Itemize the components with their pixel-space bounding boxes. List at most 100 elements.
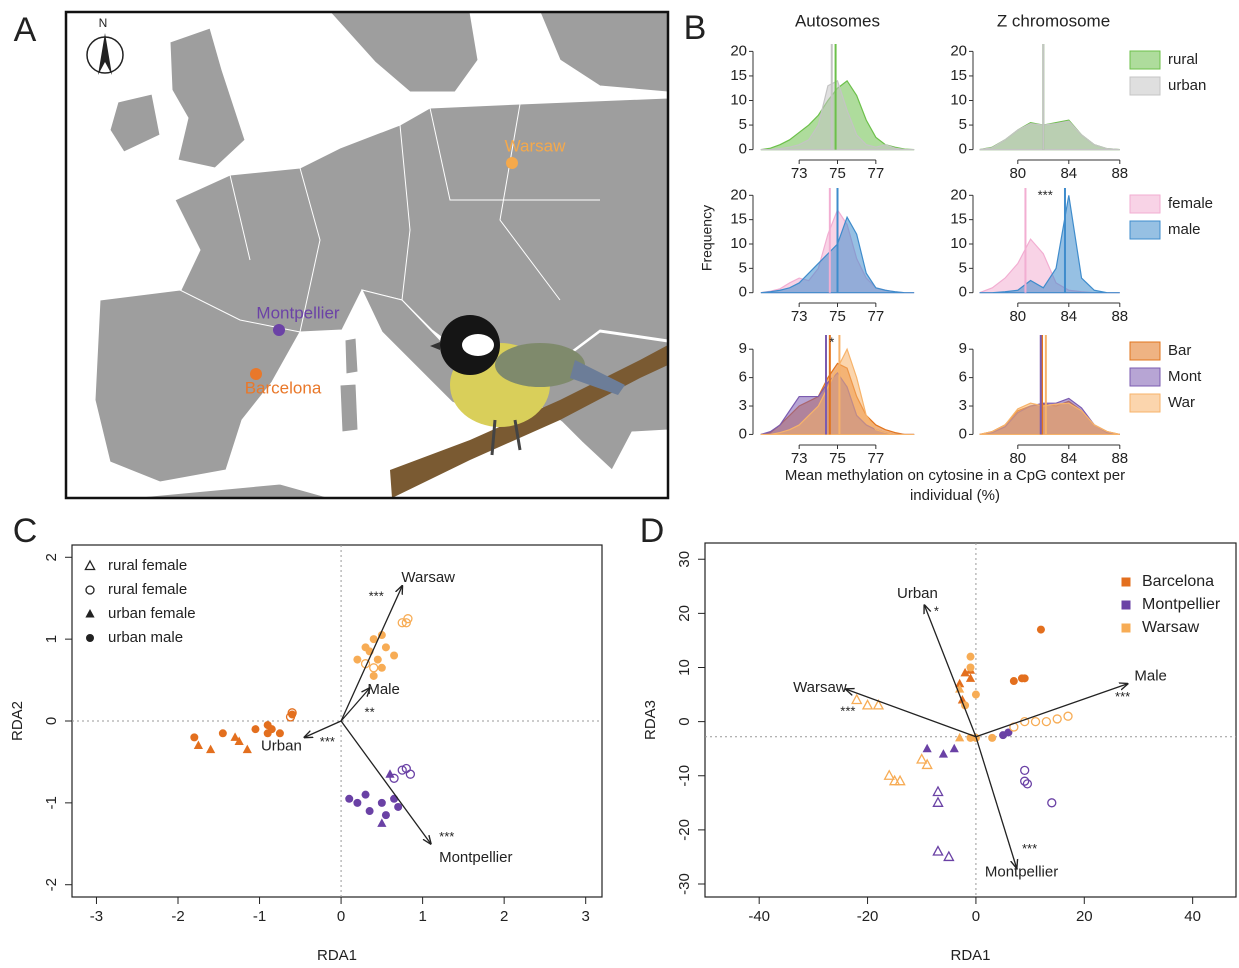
point bbox=[883, 769, 895, 780]
significance-label: *** bbox=[1038, 187, 1053, 202]
y-tick-label: 10 bbox=[730, 235, 747, 252]
legend-marker bbox=[84, 559, 96, 571]
point bbox=[957, 694, 967, 704]
point bbox=[1020, 674, 1029, 683]
point bbox=[1063, 711, 1073, 721]
legend-label: urban bbox=[1168, 77, 1206, 94]
legend-swatch bbox=[1129, 367, 1161, 387]
x-tick-label: 20 bbox=[1076, 908, 1093, 925]
point bbox=[377, 631, 386, 640]
point bbox=[275, 729, 284, 738]
panel-label: D bbox=[640, 512, 665, 550]
significance-label: * bbox=[829, 334, 834, 349]
point bbox=[943, 850, 955, 862]
point bbox=[190, 733, 199, 742]
x-axis-title: RDA1 bbox=[950, 947, 990, 964]
biplot-arrow bbox=[975, 684, 1128, 738]
x-tick-label: 40 bbox=[1184, 908, 1201, 925]
biplot-arrow bbox=[340, 586, 402, 722]
significance-label: *** bbox=[1115, 689, 1130, 704]
legend-marker bbox=[85, 585, 95, 595]
point bbox=[263, 729, 272, 738]
legend-label: female bbox=[1168, 195, 1213, 212]
x-tick-label: 84 bbox=[1060, 165, 1077, 182]
point bbox=[916, 753, 928, 764]
point bbox=[230, 732, 240, 741]
y-tick-label: 20 bbox=[950, 42, 967, 59]
point bbox=[1009, 677, 1018, 686]
point bbox=[369, 635, 378, 644]
point bbox=[932, 796, 944, 807]
y-axis-title: RDA3 bbox=[642, 700, 659, 740]
arrow-label: Urban bbox=[897, 585, 938, 602]
density-area bbox=[979, 402, 1120, 436]
y-axis-title: Frequency bbox=[699, 205, 715, 271]
arrow-label: Male bbox=[1134, 668, 1167, 685]
y-tick-label: -10 bbox=[676, 765, 693, 787]
legend-swatch bbox=[1129, 220, 1161, 240]
panel-label: B bbox=[684, 9, 707, 47]
y-tick-label: -1 bbox=[43, 796, 60, 809]
point bbox=[894, 774, 906, 786]
point bbox=[403, 614, 413, 624]
density-area bbox=[979, 195, 1120, 294]
x-tick-label: -20 bbox=[857, 908, 879, 925]
column-title: Autosomes bbox=[795, 11, 880, 30]
x-tick-label: 75 bbox=[829, 165, 846, 182]
x-tick-label: 3 bbox=[582, 908, 590, 925]
y-tick-label: 3 bbox=[739, 397, 747, 414]
arrow-label: Montpellier bbox=[439, 849, 512, 866]
panel-label: A bbox=[14, 11, 37, 49]
legend-label: rural female bbox=[108, 557, 187, 574]
point bbox=[1036, 625, 1045, 634]
point bbox=[861, 699, 874, 710]
density-area bbox=[979, 120, 1120, 151]
legend-label: rural female bbox=[108, 581, 187, 598]
y-tick-label: 1 bbox=[43, 635, 60, 643]
arrow-label: Male bbox=[367, 681, 400, 698]
significance-label: *** bbox=[439, 829, 454, 844]
point bbox=[361, 643, 370, 652]
point bbox=[390, 794, 399, 803]
point bbox=[938, 749, 949, 758]
y-tick-label: 0 bbox=[676, 717, 693, 725]
biplot-arrow bbox=[846, 689, 977, 738]
city-label: Montpellier bbox=[256, 303, 339, 322]
legend-swatch bbox=[1129, 76, 1161, 96]
y-tick-label: 0 bbox=[959, 425, 967, 442]
point bbox=[960, 667, 970, 677]
y-tick-label: 5 bbox=[739, 259, 747, 276]
y-tick-label: 15 bbox=[950, 211, 967, 228]
x-tick-label: 84 bbox=[1060, 450, 1077, 467]
y-tick-label: -20 bbox=[676, 819, 693, 841]
arrow-label: Warsaw bbox=[793, 679, 847, 696]
x-tick-label: 73 bbox=[791, 308, 808, 325]
significance-label: *** bbox=[369, 588, 384, 603]
legend-label: urban female bbox=[108, 605, 196, 622]
point bbox=[1047, 798, 1057, 808]
legend-label: Montpellier bbox=[1142, 596, 1221, 613]
arrow-label: Warsaw bbox=[401, 569, 455, 586]
point bbox=[369, 663, 379, 673]
y-tick-label: -30 bbox=[676, 873, 693, 895]
x-tick-label: -1 bbox=[253, 908, 266, 925]
y-axis-title: RDA2 bbox=[9, 701, 26, 741]
panel-label: C bbox=[13, 512, 38, 550]
biplot-arrow bbox=[975, 736, 1017, 868]
point bbox=[949, 743, 959, 753]
point bbox=[397, 765, 407, 775]
point bbox=[287, 708, 297, 718]
point bbox=[932, 845, 944, 856]
point bbox=[369, 671, 378, 680]
point bbox=[353, 798, 362, 807]
density-area bbox=[760, 347, 915, 436]
x-tick-label: 0 bbox=[337, 908, 345, 925]
legend-label: Warsaw bbox=[1142, 619, 1200, 636]
y-tick-label: -2 bbox=[43, 878, 60, 891]
significance-label: *** bbox=[1022, 841, 1037, 856]
map-frame bbox=[64, 10, 670, 500]
city-dot bbox=[506, 157, 518, 169]
point bbox=[955, 732, 965, 742]
x-tick-label: 0 bbox=[972, 908, 980, 925]
